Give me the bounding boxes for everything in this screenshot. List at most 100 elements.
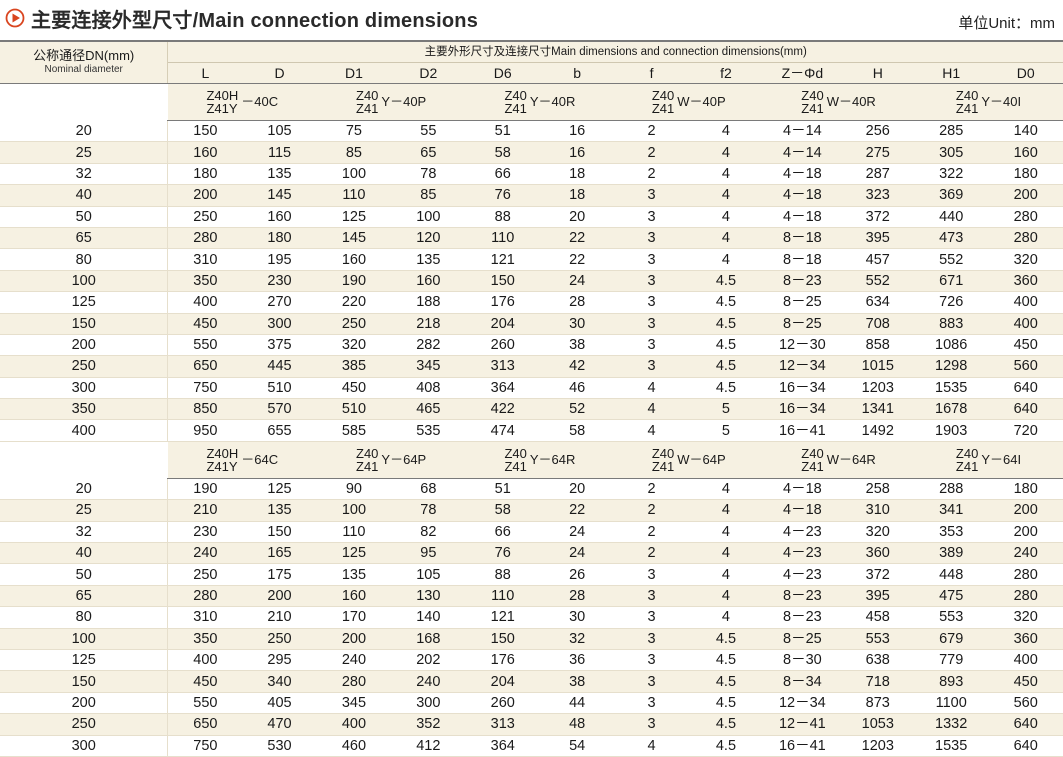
table-cell: 313 [465,713,540,736]
table-cell: 4－18 [763,206,842,228]
table-cell: 1678 [913,398,989,421]
table-cell: 4－23 [763,563,842,586]
table-cell: 58 [465,499,540,522]
column-header: b [539,62,615,84]
table-cell: 110 [465,227,540,250]
table-cell: 180 [988,163,1063,186]
table-cell: 82 [391,521,466,544]
nominal-diameter-cell: 50 [0,206,169,228]
column-header: L [167,62,243,84]
table-cell: 550 [167,334,243,357]
main-dimensions-header: 主要外形尺寸及连接尺寸Main dimensions and connectio… [167,40,1063,63]
table-cell: 3 [614,227,689,250]
table-cell: 121 [465,606,540,629]
table-cell: 638 [841,649,914,672]
table-cell: 200 [988,521,1063,544]
table-cell: 8－25 [763,628,842,650]
table-cell: 320 [988,248,1063,271]
nominal-diameter-cell: 25 [0,141,169,164]
table-cell: 200 [242,585,317,608]
table-row: 25 210 135 100 78 58 22 2 4 4－18 310 341 200 [0,499,1063,522]
table-cell: 78 [391,499,466,522]
table-cell: 873 [841,692,914,715]
table-cell: 4.5 [688,670,764,693]
table-cell: 20 [539,478,615,501]
nominal-diameter-cell: 200 [0,692,169,715]
table-cell: 1341 [841,398,914,421]
table-cell: 450 [167,670,243,693]
model-code-suffix: －64C [241,451,279,467]
table-cell: 950 [167,419,243,442]
table-cell: 560 [988,355,1063,378]
model-code-bottom: Z41Y [206,458,238,474]
nominal-diameter-cell: 32 [0,521,169,544]
model-group: Z40H Z41Y －64C [167,441,317,479]
table-cell: 1053 [841,713,914,736]
model-group: Z40 Z41 Y－40I [913,83,1063,121]
table-cell: 389 [913,542,989,565]
table-row: 20 190 125 90 68 51 20 2 4 4－18 258 288 180 [0,478,1063,501]
table-cell: 310 [167,606,243,629]
table-cell: 310 [841,499,914,522]
table-cell: 220 [316,291,392,314]
table-cell: 422 [465,398,540,421]
page-title: 主要连接外型尺寸/Main connection dimensions [31,10,479,32]
table-cell: 175 [242,563,317,586]
table-cell: 24 [539,542,615,565]
model-code-bottom: Z41 [801,101,824,116]
table-cell: 168 [391,628,466,650]
table-cell: 369 [913,184,989,207]
table-cell: 400 [167,649,243,672]
table-cell: 3 [614,313,689,335]
table-cell: 750 [167,377,243,400]
table-cell: 305 [913,141,989,164]
column-header: D6 [465,62,540,84]
table-row: 200 550 375 320 282 260 38 3 4.5 12－30 858 1086 450 [0,334,1063,357]
table-cell: 4－14 [763,120,842,143]
model-code-suffix: Y－64I [981,451,1022,467]
table-cell: 650 [167,355,243,378]
table-cell: 4.5 [688,735,764,757]
table-cell: 180 [988,478,1063,501]
nominal-diameter-cell: 150 [0,670,169,693]
table-cell: 310 [167,248,243,271]
table-cell: 553 [913,606,989,629]
column-header: Z－Φd [763,62,842,84]
table-cell: 3 [614,184,689,207]
model-row: Z40H Z41Y －40C Z40 Z41 Y－40P Z40 Z41 Y－40R Z40 Z41… [0,83,1063,121]
table-cell: 20 [539,206,615,228]
table-cell: 12－34 [763,692,842,715]
table-cell: 375 [242,334,317,357]
table-cell: 4 [688,478,764,501]
table-cell: 75 [316,120,392,143]
model-code-bottom: Z41 [955,458,979,474]
table-cell: 110 [465,585,540,608]
table-cell: 1298 [913,355,989,378]
table-cell: 280 [167,585,243,608]
table-cell: 4 [688,585,764,608]
table-cell: 135 [391,248,466,271]
table-cell: 22 [539,499,615,522]
table-cell: 66 [465,521,540,544]
table-cell: 4 [688,141,764,164]
table-cell: 372 [841,206,914,228]
model-code-bottom: Z41 [356,458,379,474]
nominal-diameter-cell: 200 [0,334,169,357]
table-cell: 188 [391,291,466,314]
table-cell: 16－41 [763,735,842,757]
table-row: 25 160 115 85 65 58 16 2 4 4－14 275 305 160 [0,141,1063,164]
model-row-lead [0,441,168,479]
table-cell: 5 [688,419,764,442]
table-cell: 1535 [913,735,989,757]
table-cell: 450 [988,670,1063,693]
table-cell: 258 [841,478,914,501]
table-cell: 195 [242,248,317,271]
table-cell: 180 [167,163,243,186]
table-cell: 3 [614,291,689,314]
nominal-diameter-cell: 300 [0,377,169,400]
table-row: 100 350 230 190 160 150 24 3 4.5 8－23 552 671 360 [0,270,1063,293]
table-cell: 3 [614,334,689,357]
table-cell: 85 [316,141,392,164]
table-cell: 4 [688,248,764,271]
model-code-top: Z40 [504,445,527,461]
